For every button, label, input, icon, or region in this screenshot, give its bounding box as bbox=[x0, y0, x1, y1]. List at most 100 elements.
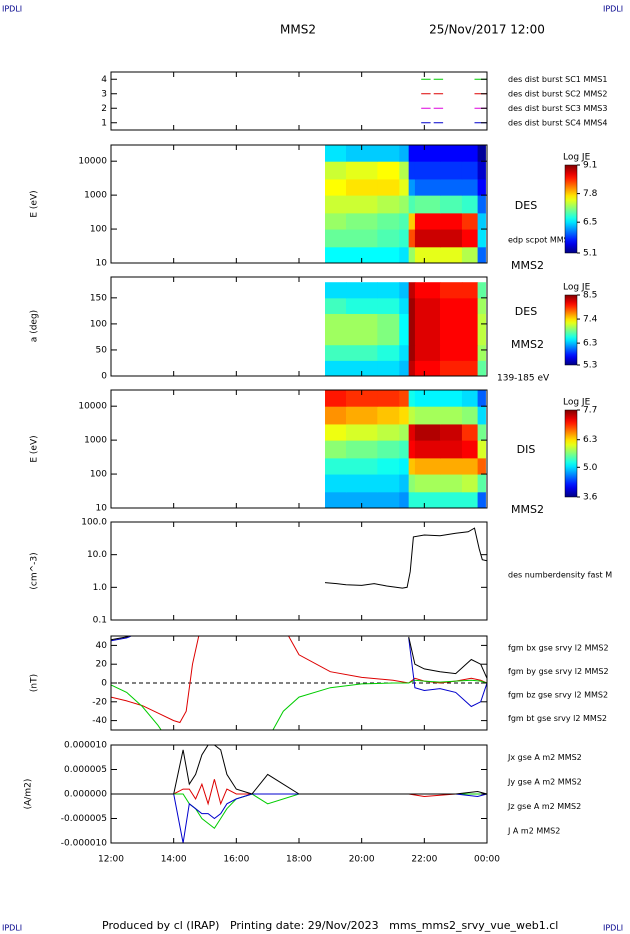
heatmap-cell bbox=[408, 229, 416, 248]
heatmap-cell bbox=[461, 145, 479, 162]
heatmap-cell bbox=[461, 195, 479, 214]
legend-entry: des numberdensity fast M bbox=[508, 571, 612, 580]
heatmap-cell bbox=[440, 406, 463, 425]
heatmap-cell bbox=[477, 440, 486, 459]
date: 25/Nov/2017 12:00 bbox=[429, 23, 545, 37]
heatmap-cell bbox=[408, 406, 416, 425]
heatmap-cell bbox=[461, 313, 479, 346]
y-tick-label: 150 bbox=[90, 293, 107, 303]
heatmap-cell bbox=[440, 390, 463, 407]
heatmap-cell bbox=[440, 344, 463, 361]
heatmap-cell bbox=[346, 229, 378, 248]
heatmap-cell bbox=[440, 297, 463, 314]
colorbar bbox=[564, 409, 578, 498]
y-tick-label: 0.000000 bbox=[64, 790, 107, 800]
heatmap-cell bbox=[461, 491, 479, 508]
heatmap-cell bbox=[477, 491, 486, 508]
heatmap-cell bbox=[477, 474, 486, 493]
heatmap-cell bbox=[377, 178, 400, 196]
y-tick-label: 100 bbox=[90, 319, 107, 329]
heatmap-cell bbox=[440, 440, 463, 459]
heatmap-cell bbox=[414, 178, 441, 196]
heatmap-cell bbox=[346, 282, 378, 299]
y-tick-label: 1.0 bbox=[93, 583, 108, 593]
heatmap-cell bbox=[325, 212, 347, 230]
heatmap-cell bbox=[399, 406, 410, 425]
title: MMS2 bbox=[280, 23, 316, 37]
colorbar-tick-label: 9.1 bbox=[583, 161, 597, 171]
y-tick-label: 0.1 bbox=[93, 616, 107, 626]
heatmap-cell bbox=[440, 229, 463, 248]
corner-mark: IPDLI bbox=[603, 5, 623, 14]
heatmap-cell bbox=[414, 282, 441, 299]
plot-area bbox=[325, 282, 486, 376]
heatmap-cell bbox=[377, 246, 400, 263]
heatmap-cell bbox=[440, 145, 463, 162]
heatmap-cell bbox=[346, 440, 378, 459]
legend-entry: fgm bt gse srvy l2 MMS2 bbox=[508, 714, 607, 723]
heatmap-cell bbox=[377, 282, 400, 299]
heatmap-cell bbox=[325, 406, 347, 425]
heatmap-cell bbox=[461, 390, 479, 407]
heatmap-cell bbox=[325, 491, 347, 508]
legend-entry: fgm bz gse srvy l2 MMS2 bbox=[508, 690, 608, 699]
x-tick-label: 18:00 bbox=[286, 855, 312, 865]
heatmap-cell bbox=[440, 195, 463, 214]
heatmap-cell bbox=[477, 246, 486, 263]
legend-entry: J A m2 MMS2 bbox=[507, 826, 560, 835]
colorbar-label: Log JE bbox=[563, 153, 591, 163]
heatmap-cell bbox=[346, 360, 378, 376]
heatmap-cell bbox=[346, 390, 378, 407]
heatmap-cell bbox=[377, 229, 400, 248]
panel-frame bbox=[110, 71, 488, 131]
y-tick-label: 10 bbox=[96, 259, 108, 269]
heatmap-cell bbox=[414, 161, 441, 180]
heatmap-cell bbox=[325, 195, 347, 214]
heatmap-cell bbox=[399, 246, 410, 263]
series-line bbox=[111, 636, 487, 724]
heatmap-cell bbox=[377, 457, 400, 475]
heatmap-cell bbox=[414, 406, 441, 425]
heatmap-cell bbox=[399, 457, 410, 475]
y-tick-label: 20 bbox=[96, 660, 108, 670]
heatmap-cell bbox=[325, 297, 347, 314]
heatmap-cell bbox=[377, 195, 400, 214]
y-tick-label: 10.0 bbox=[87, 550, 107, 560]
heatmap-cell bbox=[399, 313, 410, 346]
heatmap-cell bbox=[440, 178, 463, 196]
y-tick-label: 4 bbox=[101, 75, 107, 85]
heatmap-cell bbox=[408, 491, 416, 508]
heatmap-cell bbox=[408, 313, 416, 346]
heatmap-cell bbox=[399, 474, 410, 493]
legend-entry: fgm by gse srvy l2 MMS2 bbox=[508, 667, 609, 676]
corner-mark: IPDLI bbox=[2, 5, 22, 14]
heatmap-cell bbox=[408, 344, 416, 361]
heatmap-cell bbox=[346, 474, 378, 493]
heatmap-cell bbox=[461, 178, 479, 196]
heatmap-cell bbox=[399, 229, 410, 248]
plot-area bbox=[421, 78, 487, 124]
series-line bbox=[111, 679, 487, 730]
heatmap-cell bbox=[461, 297, 479, 314]
heatmap-cell bbox=[399, 178, 410, 196]
legend-entry: fgm bx gse srvy l2 MMS2 bbox=[508, 643, 609, 652]
heatmap-cell bbox=[346, 246, 378, 263]
heatmap-cell bbox=[399, 423, 410, 441]
heatmap-cell bbox=[440, 161, 463, 180]
heatmap-cell bbox=[414, 212, 441, 230]
heatmap-cell bbox=[461, 360, 479, 376]
heatmap-cell bbox=[414, 246, 441, 263]
colorbar-label: Log JE bbox=[563, 398, 591, 408]
heatmap-cell bbox=[461, 282, 479, 299]
side-label: DES bbox=[515, 199, 537, 212]
heatmap-cell bbox=[414, 229, 441, 248]
heatmap-cell bbox=[325, 145, 347, 162]
y-axis-label: E (eV) bbox=[30, 190, 40, 217]
heatmap-cell bbox=[408, 195, 416, 214]
heatmap-cell bbox=[346, 344, 378, 361]
heatmap-cell bbox=[440, 474, 463, 493]
x-tick-label: 14:00 bbox=[161, 855, 187, 865]
heatmap-cell bbox=[346, 313, 378, 346]
x-tick-label: 12:00 bbox=[98, 855, 124, 865]
